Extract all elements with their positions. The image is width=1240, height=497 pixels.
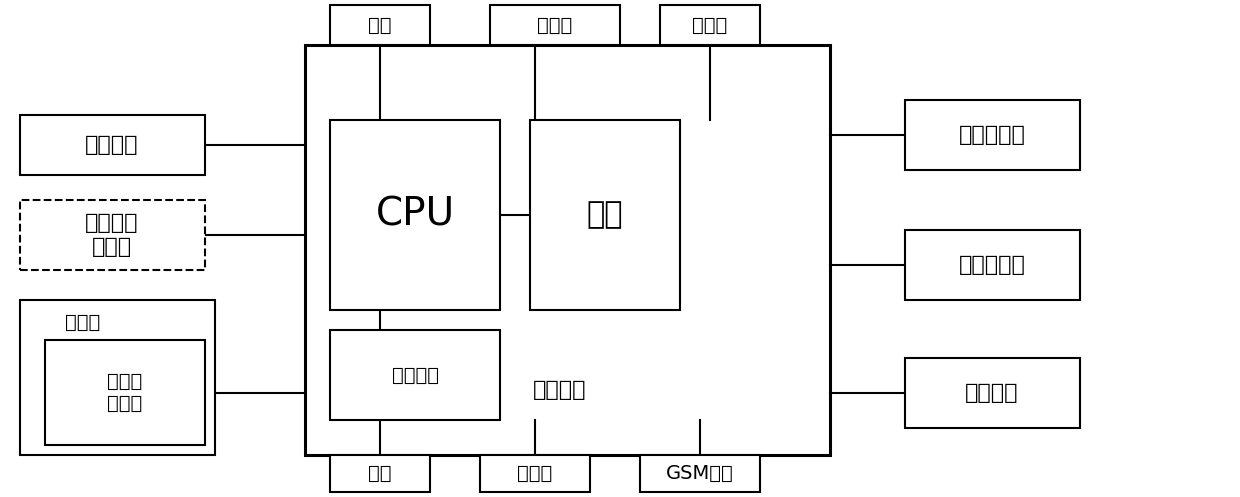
- Text: 电子键
盘模块: 电子键 盘模块: [108, 371, 143, 413]
- Bar: [640, 455, 760, 492]
- Text: 控制模块: 控制模块: [533, 380, 587, 400]
- Text: 光电开关: 光电开关: [86, 135, 139, 155]
- Text: 音响: 音响: [368, 464, 392, 483]
- Text: 二维定位
传感器: 二维定位 传感器: [86, 213, 139, 256]
- Bar: [330, 330, 500, 420]
- Bar: [905, 230, 1080, 300]
- Bar: [20, 300, 215, 455]
- Text: 显示屏: 显示屏: [64, 313, 100, 331]
- Bar: [45, 340, 205, 445]
- Bar: [660, 5, 760, 45]
- Bar: [905, 358, 1080, 428]
- Bar: [305, 45, 830, 455]
- Text: 风压传感器: 风压传感器: [959, 255, 1025, 275]
- Text: 扫码装置: 扫码装置: [965, 383, 1019, 403]
- Text: 内存: 内存: [587, 200, 624, 230]
- Text: 时钟模块: 时钟模块: [392, 365, 439, 385]
- Bar: [490, 5, 620, 45]
- Bar: [330, 5, 430, 45]
- Bar: [905, 100, 1080, 170]
- Bar: [330, 455, 430, 492]
- Bar: [20, 200, 205, 270]
- Bar: [20, 115, 205, 175]
- Text: GSM模块: GSM模块: [666, 464, 734, 483]
- Bar: [330, 120, 500, 310]
- Text: 扫码器: 扫码器: [517, 464, 553, 483]
- Text: 伸缩杆: 伸缩杆: [537, 15, 573, 34]
- Text: CPU: CPU: [376, 196, 455, 234]
- Bar: [480, 455, 590, 492]
- Text: 重力传感器: 重力传感器: [959, 125, 1025, 145]
- Bar: [529, 120, 680, 310]
- Text: 电机: 电机: [368, 15, 392, 34]
- Text: 吸风机: 吸风机: [692, 15, 728, 34]
